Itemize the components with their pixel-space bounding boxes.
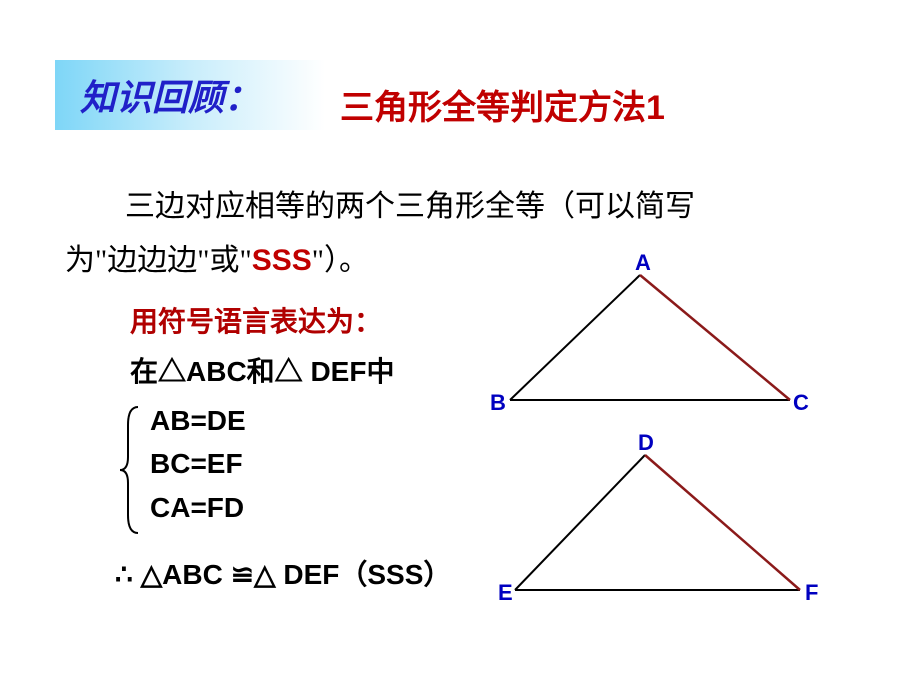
body-line-2: 为"边边边"或"SSS"）。: [65, 235, 369, 279]
vertex-label-f: F: [805, 580, 818, 606]
triangle-def: D E F: [490, 430, 830, 605]
curly-brace: [118, 405, 142, 535]
subtitle-text: 三角形全等判定方法1: [340, 80, 665, 129]
body-line2-pre: 为"边边边"或": [65, 244, 252, 277]
triangle-abc: A B C: [470, 250, 810, 415]
header-gradient-box: 知识回顾：: [55, 60, 325, 130]
symbol-language-heading: 用符号语言表达为：: [130, 300, 382, 340]
vertex-label-d: D: [638, 430, 654, 456]
vertex-label-b: B: [490, 390, 506, 416]
header-title: 知识回顾：: [80, 69, 260, 121]
in-triangles-text: 在△ABC和△ DEF中: [130, 350, 394, 390]
equation-1: AB=DE: [150, 405, 246, 437]
vertex-label-e: E: [498, 580, 513, 606]
equation-2: BC=EF: [150, 448, 243, 480]
sss-abbrev: SSS: [252, 244, 312, 277]
vertex-label-c: C: [793, 390, 809, 416]
conclusion-text: ∴ △ABC ≌△ DEF（SSS）: [115, 555, 475, 594]
body-line2-post: "）。: [312, 244, 369, 277]
body-line-1: 三边对应相等的两个三角形全等（可以简写: [125, 180, 695, 234]
equation-3: CA=FD: [150, 492, 244, 524]
vertex-label-a: A: [635, 250, 651, 276]
